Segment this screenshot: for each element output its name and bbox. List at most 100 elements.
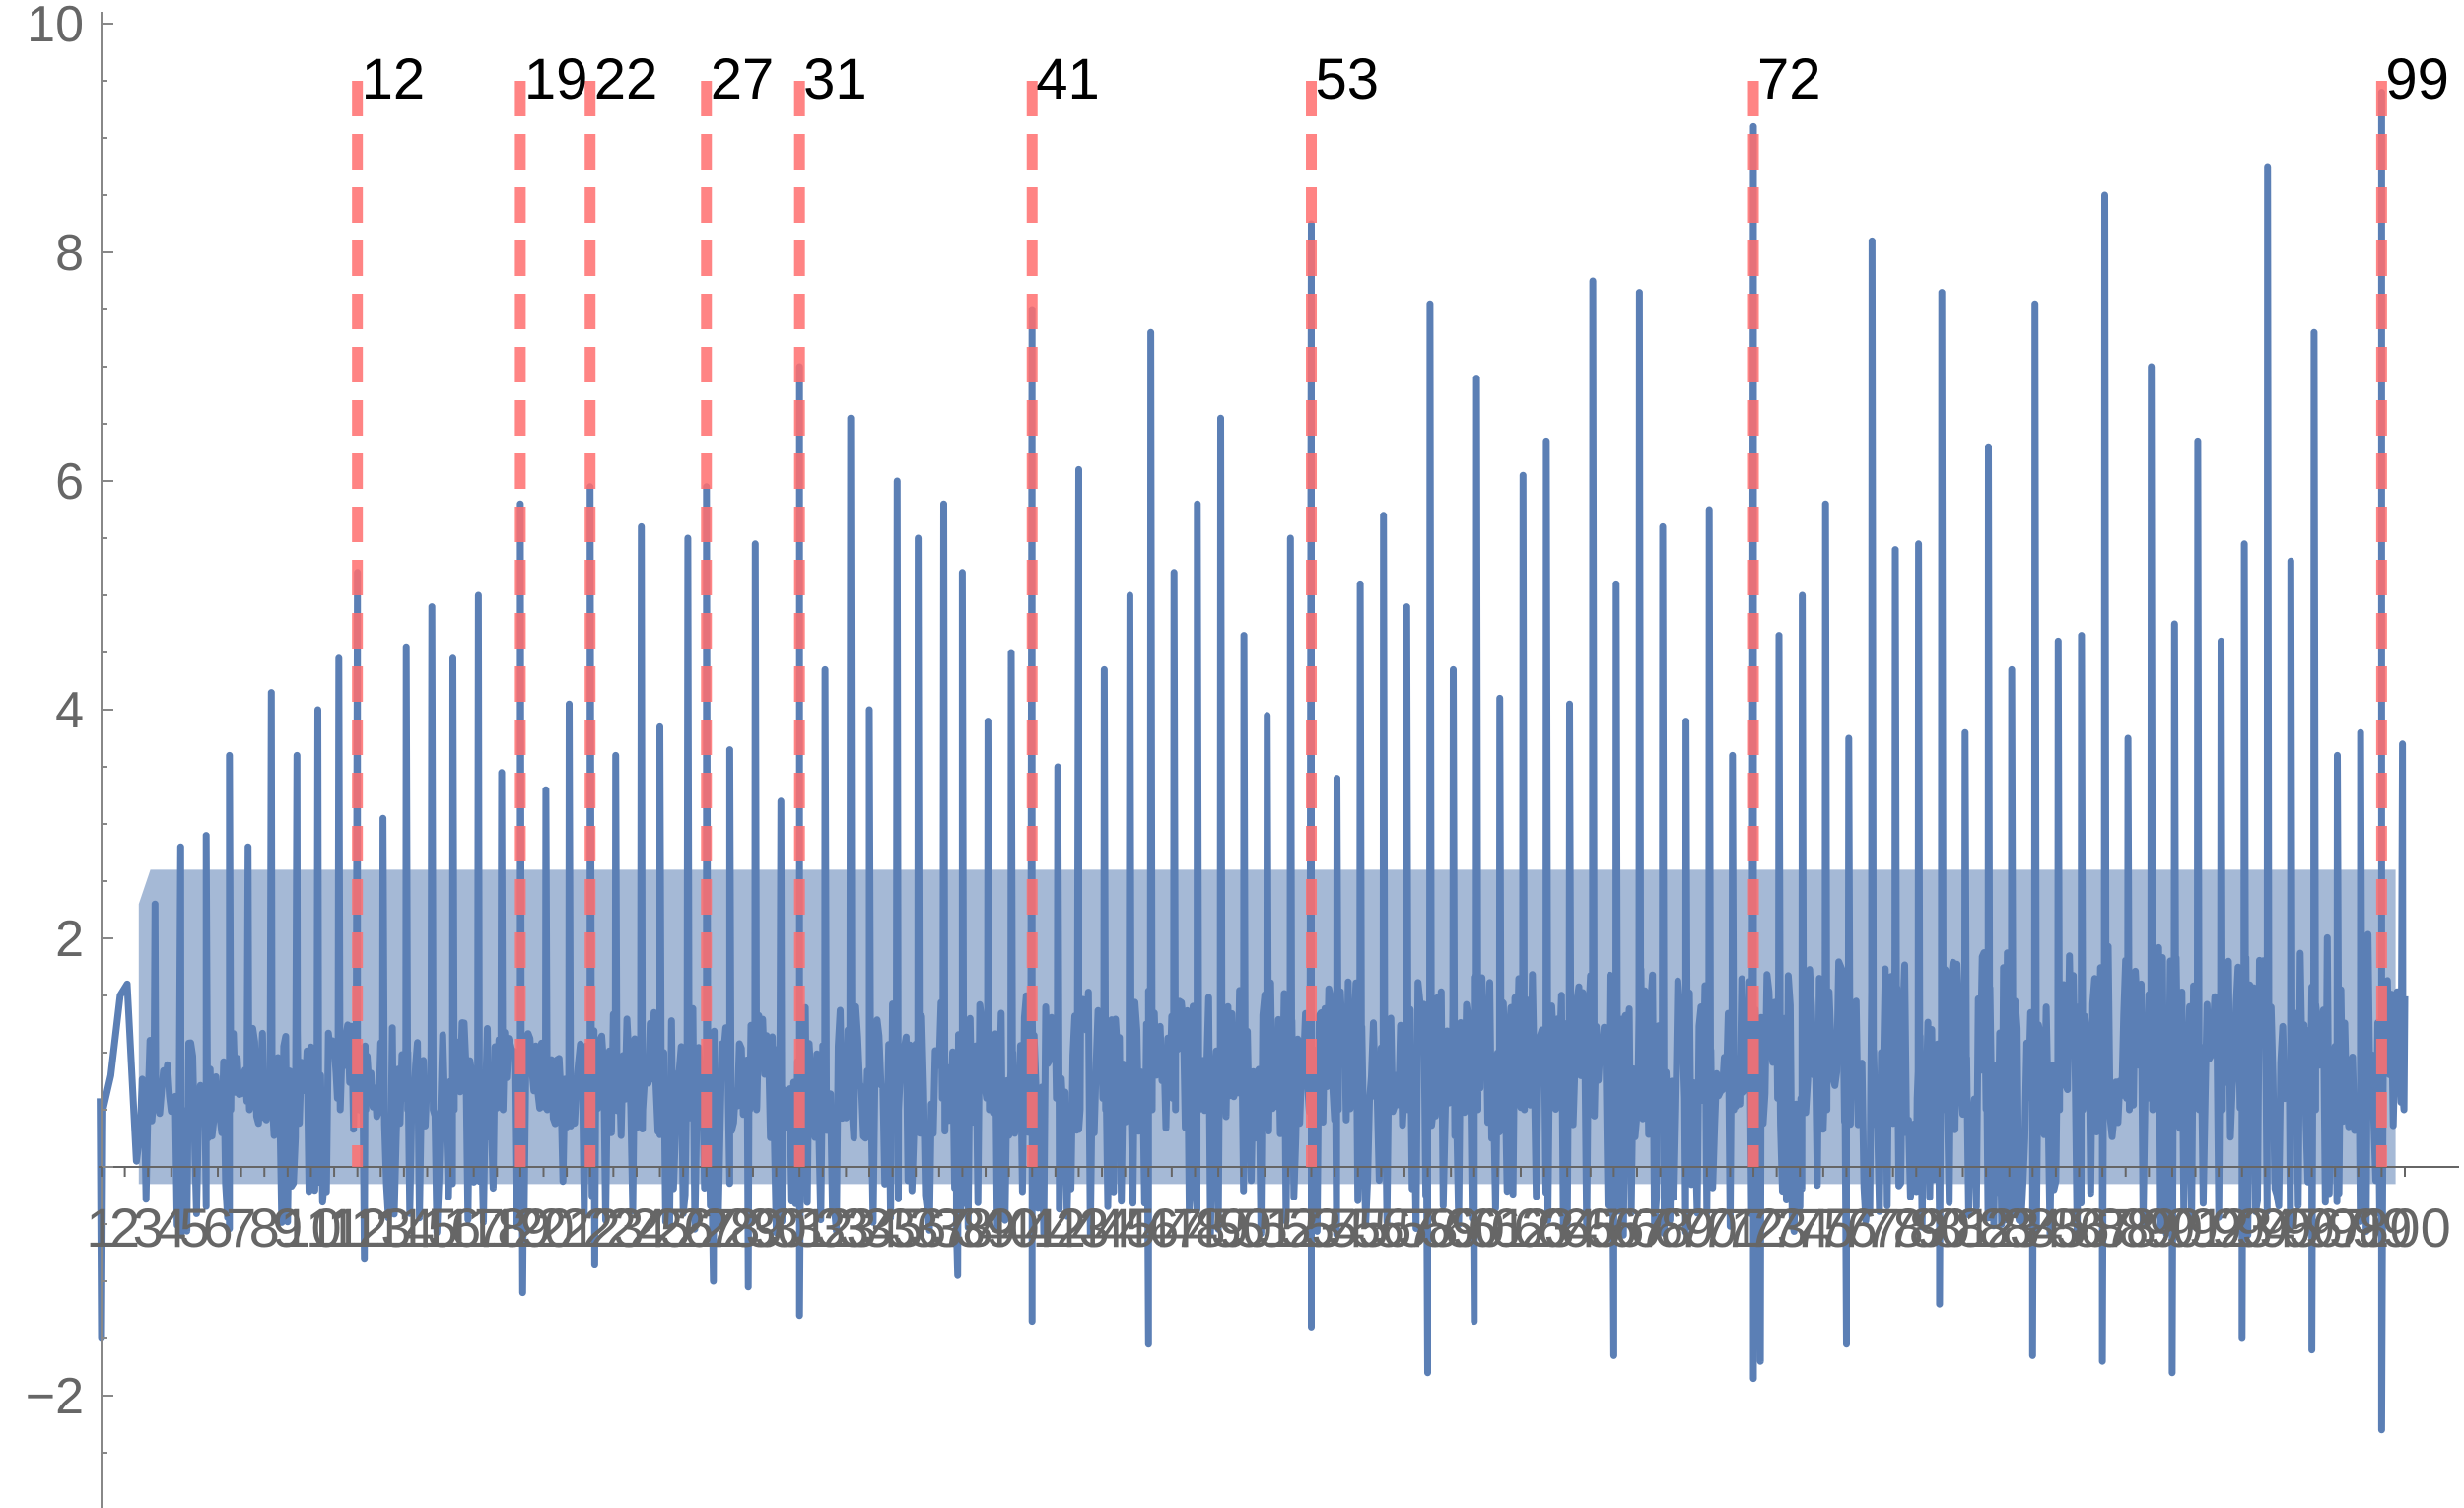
x-tick-label: 71	[1699, 1197, 1760, 1259]
x-tick-label: 38	[931, 1197, 992, 1259]
highlight-label: 22	[594, 47, 658, 111]
x-tick-label: 98	[2328, 1197, 2389, 1259]
x-tick-label: 96	[2281, 1197, 2342, 1259]
x-tick-label: 74	[1769, 1197, 1830, 1259]
x-tick-label: 27	[676, 1197, 737, 1259]
x-tick-label: 20	[513, 1197, 574, 1259]
x-tick-label: 47	[1141, 1197, 1202, 1259]
x-tick-label: 16	[420, 1197, 481, 1259]
x-tick-label: 44	[1071, 1197, 1132, 1259]
y-tick-label: −2	[26, 1368, 84, 1425]
x-tick-label: 65	[1560, 1197, 1621, 1259]
x-tick-label: 60	[1444, 1197, 1505, 1259]
y-tick-label: 6	[55, 453, 84, 511]
x-tick-label: 23	[582, 1197, 644, 1259]
x-tick-label: 90	[2142, 1197, 2203, 1259]
x-tick-label: 50	[1211, 1197, 1272, 1259]
x-tick-label: 53	[1280, 1197, 1341, 1259]
x-tick-label: 34	[839, 1197, 900, 1259]
series-line	[97, 89, 2409, 1434]
x-tick-label: 22	[560, 1197, 621, 1259]
x-tick-label: 92	[2188, 1197, 2249, 1259]
x-tick-label: 61	[1467, 1197, 1528, 1259]
series-line-group	[97, 89, 2409, 1434]
x-tick-label: 57	[1374, 1197, 1435, 1259]
highlight-lines	[352, 81, 2387, 1167]
x-tick-label: 43	[1048, 1197, 1109, 1259]
highlight-label: 41	[1036, 47, 1100, 111]
x-tick-label: 5	[179, 1197, 210, 1259]
x-tick-label: 79	[1885, 1197, 1947, 1259]
x-tick-label: 30	[745, 1197, 806, 1259]
highlight-label: 99	[2385, 47, 2449, 111]
x-tick-label: 21	[536, 1197, 597, 1259]
x-tick-label: 41	[1001, 1197, 1062, 1259]
x-tick-label: 89	[2118, 1197, 2179, 1259]
x-tick-label: 17	[444, 1197, 505, 1259]
highlight-labels: 12 19 22 27 31 41 53 72 99	[362, 47, 2449, 111]
x-tick-label: 88	[2095, 1197, 2156, 1259]
x-tick-label: 81	[1932, 1197, 1993, 1259]
x-tick-label: 97	[2304, 1197, 2365, 1259]
x-tick-label: 42	[1025, 1197, 1086, 1259]
x-tick-label: 64	[1537, 1197, 1598, 1259]
x-tick-label: 100	[2359, 1197, 2450, 1259]
x-tick-label: 6	[202, 1197, 233, 1259]
x-tick-label: 66	[1583, 1197, 1644, 1259]
x-tick-label: 13	[350, 1197, 411, 1259]
y-tick-label: 10	[27, 0, 84, 53]
x-tick-label: 33	[815, 1197, 876, 1259]
x-tick-label: 8	[249, 1197, 280, 1259]
x-tick-label: 37	[909, 1197, 970, 1259]
x-tick-label: 62	[1490, 1197, 1551, 1259]
x-tick-label: 7	[226, 1197, 256, 1259]
x-tick-label: 68	[1629, 1197, 1690, 1259]
x-tick-label: 76	[1815, 1197, 1877, 1259]
highlight-label: 31	[803, 47, 867, 111]
x-tick-label: 80	[1909, 1197, 1970, 1259]
x-tick-label: 15	[396, 1197, 457, 1259]
y-tick-label: 8	[55, 225, 84, 282]
x-tick-label: 91	[2164, 1197, 2225, 1259]
x-tick-label: 55	[1328, 1197, 1389, 1259]
x-tick-label: 1	[86, 1197, 116, 1259]
highlight-label: 27	[711, 47, 775, 111]
x-tick-label: 29	[722, 1197, 784, 1259]
x-tick-label: 35	[861, 1197, 923, 1259]
x-tick-label: 63	[1513, 1197, 1574, 1259]
x-tick-label: 78	[1863, 1197, 1924, 1259]
x-tick-label: 40	[978, 1197, 1039, 1259]
x-tick-label: 26	[652, 1197, 714, 1259]
x-tick-label: 93	[2212, 1197, 2273, 1259]
x-tick-label: 46	[1118, 1197, 1179, 1259]
x-tick-label: 48	[1164, 1197, 1225, 1259]
x-tick-label: 69	[1653, 1197, 1714, 1259]
x-tick-label: 59	[1420, 1197, 1481, 1259]
x-tick-label: 24	[606, 1197, 667, 1259]
x-tick-label: 82	[1955, 1197, 2017, 1259]
x-tick-label: 12	[327, 1197, 388, 1259]
x-tick-label: 54	[1304, 1197, 1365, 1259]
x-tick-label: 36	[885, 1197, 946, 1259]
x-tick-label: 45	[1095, 1197, 1156, 1259]
x-tick-label: 19	[490, 1197, 551, 1259]
x-tick-label: 10	[280, 1197, 341, 1259]
x-tick-label: 84	[2002, 1197, 2063, 1259]
x-tick-label: 49	[1188, 1197, 1249, 1259]
x-tick-label: 95	[2258, 1197, 2319, 1259]
x-tick-label: 56	[1350, 1197, 1411, 1259]
x-tick-label: 14	[374, 1197, 435, 1259]
x-tick-label: 2	[109, 1197, 140, 1259]
x-tick-label: 11	[306, 1197, 363, 1259]
x-tick-label: 25	[629, 1197, 690, 1259]
x-tick-label: 70	[1677, 1197, 1738, 1259]
x-tick-label: 73	[1745, 1197, 1807, 1259]
highlight-label: 12	[362, 47, 426, 111]
x-tick-label: 52	[1258, 1197, 1319, 1259]
x-tick-label: 77	[1839, 1197, 1900, 1259]
x-tick-label: 85	[2025, 1197, 2087, 1259]
x-tick-label: 32	[792, 1197, 854, 1259]
x-tick-label: 18	[466, 1197, 527, 1259]
x-tick-label: 9	[272, 1197, 303, 1259]
